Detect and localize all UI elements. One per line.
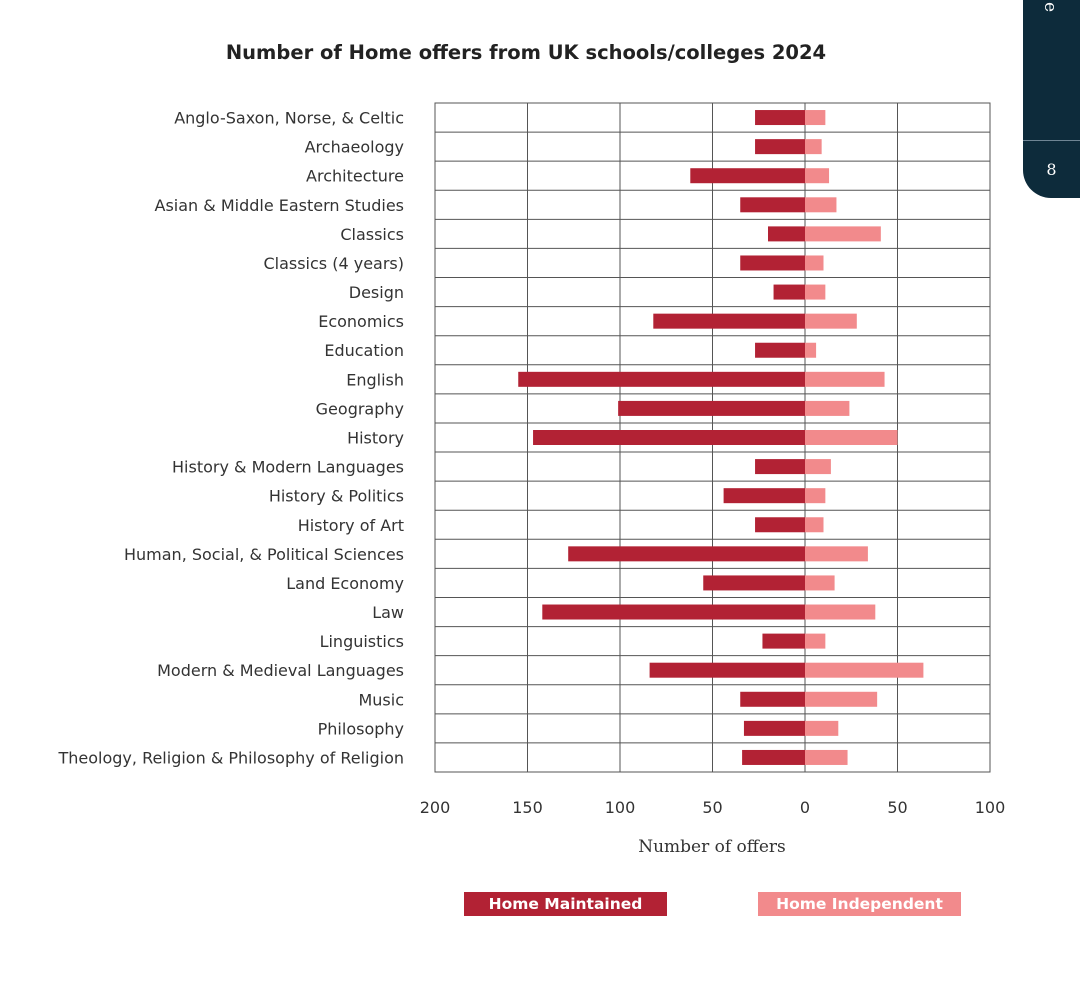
category-label: History [347,429,404,448]
category-label: History of Art [298,516,404,535]
legend-home-maintained: Home Maintained [464,892,667,916]
category-label: Archaeology [305,138,404,157]
bar-home-independent [805,604,876,620]
bar-home-independent [805,720,839,736]
bar-home-independent [805,430,898,445]
bar-home-independent [805,168,830,184]
bar-home-maintained [743,720,805,736]
legend-home-independent: Home Independent [758,892,961,916]
bar-home-maintained [568,546,805,562]
category-label: English [346,370,404,389]
bar-home-independent [805,488,826,504]
bar-home-maintained [755,342,805,358]
x-tick-label: 200 [420,798,451,817]
page-number: 8 [1046,160,1057,179]
bar-home-independent [805,400,850,416]
bar-home-independent [805,255,824,271]
bar-home-independent [805,575,835,591]
bar-home-maintained [755,517,805,533]
bar-home-maintained [740,255,805,271]
bar-home-independent [805,662,924,678]
bar-home-independent [805,342,817,358]
bar-home-maintained [618,400,805,416]
x-tick-label: 100 [975,798,1006,817]
category-label: Land Economy [286,574,404,593]
bar-home-independent [805,197,837,213]
category-label: Human, Social, & Political Sciences [124,545,404,564]
section-side-tab[interactable] [1023,0,1080,198]
x-axis-label: Number of offers [638,837,786,857]
bar-home-independent [805,749,848,765]
bar-home-maintained [533,430,805,445]
bar-chart: Anglo-Saxon, Norse, & Celtic Archaeology A… [57,102,1006,857]
category-label: History & Modern Languages [172,458,404,477]
bar-home-maintained [740,691,805,707]
category-label: Architecture [306,167,404,186]
x-tick-label: 50 [887,798,907,817]
bar-home-independent [805,226,881,242]
bar-home-independent [805,546,868,562]
bar-home-maintained [703,575,805,591]
bar-home-maintained [742,749,805,765]
side-tab-label: e type [1040,2,1060,13]
bar-home-maintained [649,662,805,678]
category-label: Linguistics [320,632,404,651]
category-label: Asian & Middle Eastern Studies [155,196,405,215]
bar-home-independent [805,313,857,329]
category-label: Economics [318,312,404,331]
side-tab-divider [1023,140,1080,141]
bar-home-maintained [768,226,805,242]
bar-home-maintained [542,604,805,620]
bar-home-maintained [518,371,805,387]
bar-home-maintained [755,110,805,126]
x-tick-label: 0 [800,798,810,817]
category-label: Education [324,341,404,360]
category-label: Anglo-Saxon, Norse, & Celtic [174,109,404,128]
plot-frame [434,102,991,773]
bar-home-maintained [690,168,805,184]
bar-home-independent [805,517,824,533]
bar-home-independent [805,459,831,475]
bar-home-maintained [762,633,805,649]
bar-home-maintained [755,459,805,475]
bar-home-independent [805,139,822,155]
bar-home-independent [805,110,826,126]
category-label: Modern & Medieval Languages [157,661,404,680]
bar-home-maintained [653,313,805,329]
category-label: Geography [316,399,404,418]
bar-home-maintained [773,284,805,300]
category-label: Design [349,283,404,302]
bar-home-independent [805,633,826,649]
x-tick-label: 150 [512,798,543,817]
category-label: History & Politics [269,487,404,506]
bar-home-maintained [755,139,805,155]
bar-home-independent [805,371,885,387]
bar-home-independent [805,284,826,300]
bar-home-maintained [740,197,805,213]
category-label: Classics [340,225,404,244]
chart-title: Number of Home offers from UK schools/co… [225,41,827,64]
category-label: Theology, Religion & Philosophy of Relig… [57,748,404,767]
category-label: Classics (4 years) [263,254,404,273]
bar-home-maintained [723,488,805,504]
category-label: Law [372,603,404,622]
x-tick-label: 100 [605,798,636,817]
x-tick-label: 50 [702,798,722,817]
category-label: Music [358,690,404,709]
category-label: Philosophy [318,719,404,738]
bar-home-independent [805,691,878,707]
